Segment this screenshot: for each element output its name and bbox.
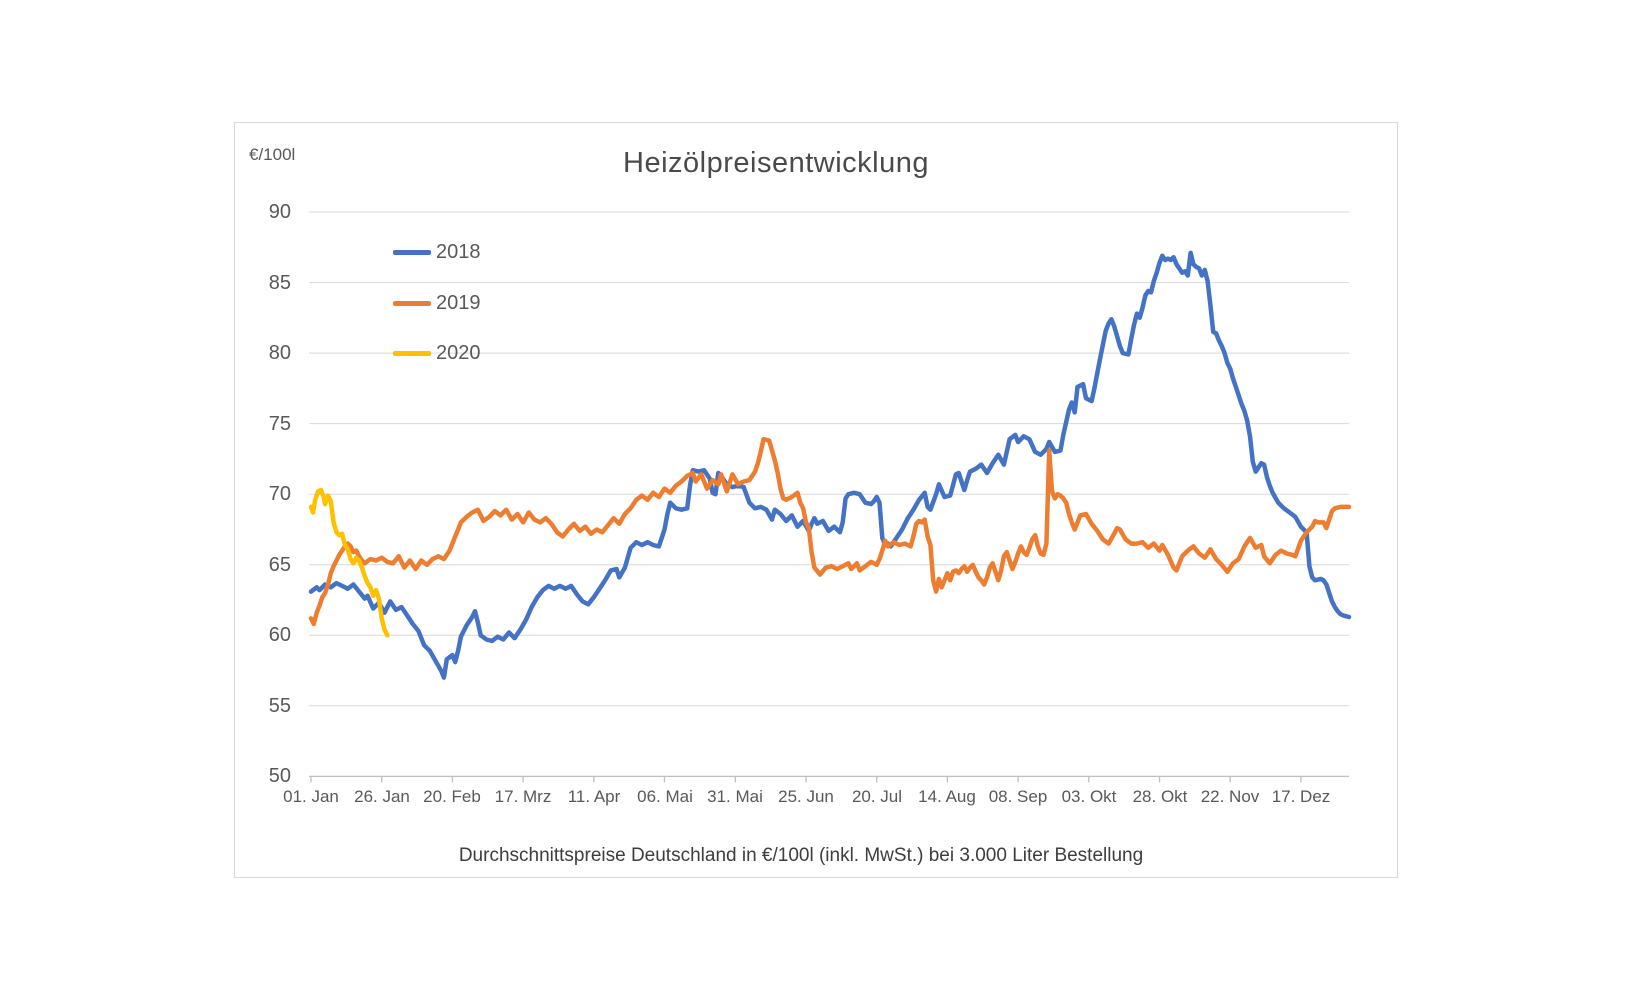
series-line-2018: [308, 250, 1352, 680]
legend-label-2018: 2018: [436, 240, 481, 263]
x-tick-label: 31. Mai: [707, 787, 763, 806]
y-tick-label: 70: [268, 483, 291, 505]
y-tick-label: 65: [268, 554, 291, 576]
legend-swatch-2020: [393, 350, 431, 356]
legend-label-2019: 2019: [436, 291, 481, 314]
plot-area: [308, 211, 1352, 783]
y-tick-label: 85: [268, 272, 291, 294]
series-line-2019: [308, 436, 1352, 627]
chart-footer: Durchschnittspreise Deutschland in €/100…: [458, 845, 1144, 866]
legend-label-2020: 2020: [436, 341, 481, 364]
y-tick-label: 90: [268, 201, 291, 223]
x-tick-label: 22. Nov: [1200, 787, 1260, 806]
y-tick-label: 60: [268, 624, 291, 646]
x-tick-label: 20. Jul: [851, 787, 903, 806]
legend-item-2019: 2019: [393, 289, 481, 317]
x-tick-label: 17. Mrz: [494, 787, 552, 806]
x-tick-label: 08. Sep: [988, 787, 1048, 806]
y-tick-label: 50: [268, 765, 291, 787]
legend-swatch-2018: [393, 249, 431, 255]
x-tick-label: 03. Okt: [1061, 787, 1117, 806]
x-tick-label: 01. Jan: [283, 787, 339, 806]
x-tick-label: 20. Feb: [423, 787, 481, 806]
chart-title: Heizölpreisentwicklung: [623, 147, 929, 179]
y-axis-unit-label: €/100l: [249, 145, 296, 164]
legend-swatch-2019: [393, 300, 431, 306]
x-tick-label: 28. Okt: [1132, 787, 1188, 806]
x-tick-label: 25. Jun: [778, 787, 834, 806]
x-tick-label: 14. Aug: [918, 787, 976, 806]
y-tick-label: 55: [268, 695, 291, 717]
x-tick-label: 26. Jan: [354, 787, 410, 806]
legend-item-2020: 2020: [393, 339, 481, 367]
x-tick-label: 11. Apr: [567, 787, 621, 806]
x-tick-label: 17. Dez: [1271, 787, 1331, 806]
y-tick-label: 80: [268, 342, 291, 364]
y-tick-label: 75: [268, 413, 291, 435]
chart-panel: €/100l Heizölpreisentwicklung 90 85 80 75 70…: [234, 122, 1398, 878]
series-line-2020: [308, 487, 390, 638]
legend-item-2018: 2018: [393, 238, 481, 266]
x-tick-label: 06. Mai: [637, 787, 693, 806]
